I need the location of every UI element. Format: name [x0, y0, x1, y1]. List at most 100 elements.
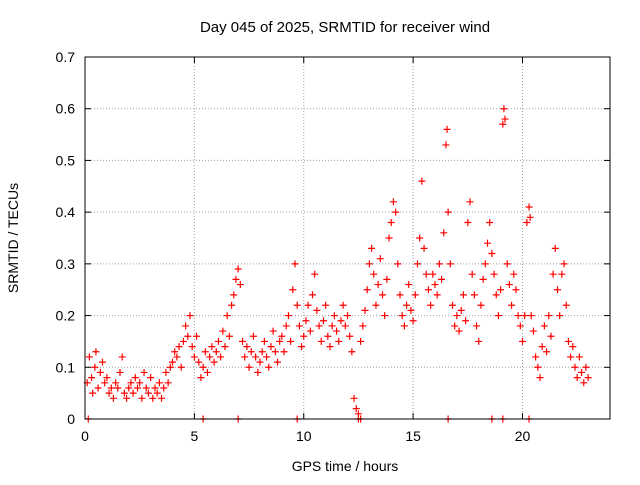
data-point [442, 141, 450, 149]
data-point [164, 379, 172, 387]
data-point [123, 394, 131, 402]
data-point [223, 312, 231, 320]
plot-frame [84, 56, 611, 420]
data-point [188, 343, 196, 351]
data-point [451, 322, 459, 330]
data-point [488, 250, 496, 258]
data-point [278, 332, 286, 340]
data-point [326, 343, 334, 351]
data-point [147, 374, 155, 382]
data-point [376, 255, 384, 263]
data-point [547, 332, 555, 340]
data-point [282, 322, 290, 330]
data-point [287, 337, 295, 345]
data-point [160, 384, 168, 392]
data-point [228, 301, 236, 309]
data-point [505, 281, 513, 289]
data-point [514, 312, 522, 320]
data-point [464, 218, 472, 226]
data-point [370, 270, 378, 278]
data-point [179, 337, 187, 345]
data-point [232, 275, 240, 283]
data-point [348, 348, 356, 356]
data-point [462, 317, 470, 325]
data-point [389, 198, 397, 206]
data-point [438, 275, 446, 283]
data-point [234, 265, 242, 273]
data-point [337, 317, 345, 325]
data-point [383, 275, 391, 283]
data-point [405, 281, 413, 289]
data-point [219, 327, 227, 335]
data-point [427, 301, 435, 309]
data-point [243, 343, 251, 351]
data-point [107, 384, 115, 392]
data-point [247, 348, 255, 356]
data-point [575, 353, 583, 361]
data-point [256, 358, 264, 366]
data-point [503, 260, 511, 268]
data-point [175, 343, 183, 351]
data-point [394, 260, 402, 268]
data-point [129, 389, 137, 397]
data-point [350, 394, 358, 402]
data-point [538, 343, 546, 351]
data-point [543, 348, 551, 356]
data-point [562, 301, 570, 309]
data-point [479, 275, 487, 283]
data-point [144, 389, 152, 397]
data-point [173, 353, 181, 361]
data-point [162, 368, 170, 376]
data-point [276, 337, 284, 345]
data-point [199, 363, 207, 371]
data-point [551, 244, 559, 252]
y-tick-label: 0 [67, 411, 75, 427]
data-point [252, 353, 260, 361]
data-point [435, 260, 443, 268]
data-point [330, 312, 338, 320]
data-point [138, 394, 146, 402]
data-point [484, 239, 491, 247]
data-point [94, 384, 102, 392]
data-point [494, 312, 502, 320]
data-point [317, 337, 325, 345]
data-point [225, 332, 233, 340]
data-point [103, 374, 111, 382]
data-point [549, 270, 557, 278]
data-point [346, 332, 354, 340]
data-point [274, 358, 281, 366]
data-point [210, 358, 218, 366]
x-tick-label: 5 [190, 428, 198, 444]
data-point [140, 368, 148, 376]
data-point [319, 317, 327, 325]
data-point [118, 353, 126, 361]
data-point [477, 301, 485, 309]
data-point [554, 286, 561, 294]
data-point [291, 260, 299, 268]
data-point [153, 389, 161, 397]
data-point [265, 363, 273, 371]
data-point [418, 177, 426, 185]
data-point [414, 260, 421, 268]
data-point [182, 322, 190, 330]
y-axis-label: SRMTID / TECUs [5, 183, 21, 293]
data-point [532, 353, 540, 361]
data-point [512, 286, 520, 294]
data-point [379, 291, 386, 299]
data-point [473, 322, 481, 330]
data-point [424, 286, 432, 294]
y-tick-label: 0.5 [56, 152, 76, 168]
data-point [263, 353, 271, 361]
data-point [468, 270, 476, 278]
data-point [214, 337, 222, 345]
x-tick-label: 20 [515, 428, 531, 444]
data-point [239, 337, 246, 345]
data-point [120, 389, 128, 397]
x-tick-label: 15 [405, 428, 421, 444]
data-point [306, 327, 314, 335]
data-point [407, 306, 415, 314]
data-point [580, 379, 588, 387]
data-point [582, 363, 590, 371]
data-point [409, 317, 417, 325]
